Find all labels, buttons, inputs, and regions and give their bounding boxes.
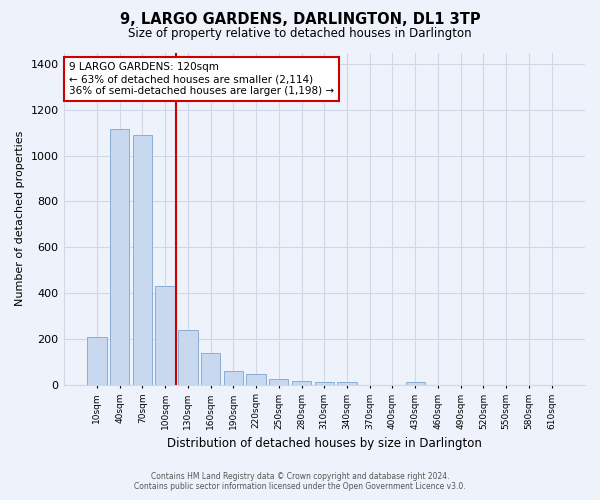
Text: 9, LARGO GARDENS, DARLINGTON, DL1 3TP: 9, LARGO GARDENS, DARLINGTON, DL1 3TP	[119, 12, 481, 28]
Text: 9 LARGO GARDENS: 120sqm
← 63% of detached houses are smaller (2,114)
36% of semi: 9 LARGO GARDENS: 120sqm ← 63% of detache…	[69, 62, 334, 96]
Bar	[406, 382, 425, 384]
Text: Contains public sector information licensed under the Open Government Licence v3: Contains public sector information licen…	[134, 482, 466, 491]
Bar	[247, 374, 266, 384]
Bar	[224, 371, 243, 384]
Bar	[155, 286, 175, 384]
Y-axis label: Number of detached properties: Number of detached properties	[15, 131, 25, 306]
Bar	[337, 382, 356, 384]
Bar	[314, 382, 334, 384]
Bar	[110, 129, 130, 384]
Text: Size of property relative to detached houses in Darlington: Size of property relative to detached ho…	[128, 28, 472, 40]
Bar	[87, 336, 107, 384]
Bar	[269, 379, 289, 384]
Bar	[178, 330, 197, 384]
Bar	[201, 352, 220, 384]
Text: Contains HM Land Registry data © Crown copyright and database right 2024.: Contains HM Land Registry data © Crown c…	[151, 472, 449, 481]
Bar	[133, 135, 152, 384]
Bar	[292, 380, 311, 384]
X-axis label: Distribution of detached houses by size in Darlington: Distribution of detached houses by size …	[167, 437, 482, 450]
